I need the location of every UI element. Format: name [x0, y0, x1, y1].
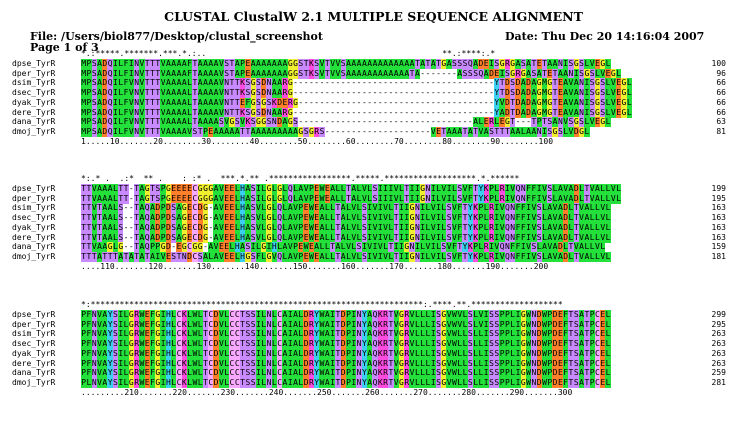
conservation-line: *:**************************************… [81, 300, 563, 309]
conservation-line: *:.* . .:* ** . : :* . ***.*.** .*******… [81, 174, 520, 183]
residue-count: 66 [716, 88, 726, 98]
sequence-name: dmoj_TyrR [12, 251, 56, 261]
residue-count: 163 [711, 232, 726, 242]
residue-count: 263 [711, 329, 726, 339]
sequence-name: dpse_TyrR [12, 184, 56, 193]
residue-count: 96 [716, 68, 726, 78]
sequence-name: dere_TyrR [12, 232, 56, 242]
sequence-name: dmoj_TyrR [12, 126, 56, 136]
sequence-name: dsec_TyrR [12, 339, 56, 349]
residue-count: 100 [711, 59, 726, 68]
sequence-name: dper_TyrR [12, 319, 56, 329]
position-ruler: 1.....10.......20........30........40...… [81, 136, 554, 146]
sequence-name: dyak_TyrR [12, 222, 56, 232]
alignment-title: CLUSTAL ClustalW 2.1 MULTIPLE SEQUENCE A… [164, 9, 583, 24]
sequence-name: dsim_TyrR [12, 78, 56, 88]
sequence-name: dsim_TyrR [12, 329, 56, 339]
residue-count: 263 [711, 348, 726, 358]
residue-count: 163 [711, 222, 726, 232]
residue-count: 163 [711, 213, 726, 223]
file-path: File: /Users/biol877/Desktop/clustal_scr… [30, 30, 323, 43]
alignment-date: Date: Thu Dec 20 14:16:04 2007 [505, 30, 705, 43]
residue-count: 295 [711, 319, 726, 329]
residue-count: 195 [711, 193, 726, 203]
sequence-name: dere_TyrR [12, 358, 56, 368]
sequence-name: dana_TyrR [12, 117, 56, 127]
position-ruler: ....110.......120.......130.......140...… [81, 261, 549, 271]
residue-count: 181 [711, 251, 726, 261]
residue-count: 199 [711, 184, 726, 193]
sequence-name: dsec_TyrR [12, 88, 56, 98]
page-indicator: Page 1 of 3 [30, 41, 99, 54]
conservation-line: *.:*****.*******.***.*.:.. **.:****:.* [81, 49, 496, 58]
residue-count: 263 [711, 339, 726, 349]
residue-count: 66 [716, 78, 726, 88]
sequence-name: dpse_TyrR [12, 310, 56, 319]
sequence-name: dmoj_TyrR [12, 377, 56, 387]
sequence-name: dana_TyrR [12, 368, 56, 378]
sequence-name: dere_TyrR [12, 107, 56, 117]
residue-count: 66 [716, 107, 726, 117]
residue-count: 263 [711, 358, 726, 368]
sequence-name: dyak_TyrR [12, 97, 56, 107]
residue-count: 299 [711, 310, 726, 319]
residue-count: 63 [716, 117, 726, 127]
position-ruler: .........210.......220.......230.......2… [81, 387, 573, 397]
residue-count: 81 [716, 126, 726, 136]
sequence-name: dpse_TyrR [12, 59, 56, 68]
residue-count: 163 [711, 203, 726, 213]
sequence-name: dsec_TyrR [12, 213, 56, 223]
residue-count: 159 [711, 242, 726, 252]
residue-count: 66 [716, 97, 726, 107]
residue-count: 259 [711, 368, 726, 378]
residue-count: 281 [711, 377, 726, 387]
sequence-name: dyak_TyrR [12, 348, 56, 358]
sequence-name: dsim_TyrR [12, 203, 56, 213]
sequence-name: dper_TyrR [12, 193, 56, 203]
sequence-name: dper_TyrR [12, 68, 56, 78]
sequence-name: dana_TyrR [12, 242, 56, 252]
